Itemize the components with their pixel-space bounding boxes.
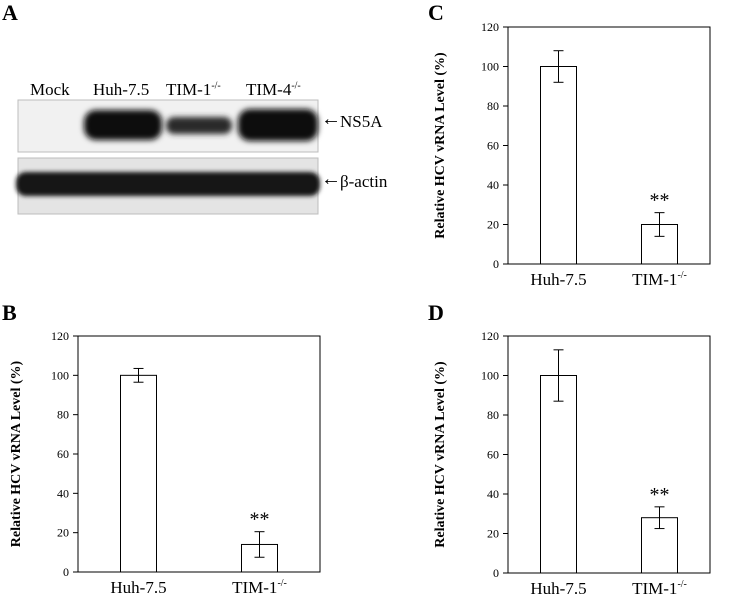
panel-letter-a: A: [2, 0, 18, 25]
y-tick-label: 120: [481, 329, 499, 343]
significance-label: **: [650, 190, 670, 212]
bar-chart-c: 0 20 40 60 80 100 120 Relative HCV vRNA Level (…: [433, 20, 711, 289]
y-tick-label: 60: [487, 139, 499, 153]
y-tick-label: 80: [57, 408, 69, 422]
significance-label: **: [650, 484, 670, 506]
y-tick-label: 100: [481, 60, 499, 74]
x-tick-label: Huh-7.5: [530, 579, 586, 598]
y-tick-label: 100: [51, 368, 69, 382]
plot-frame: [507, 335, 711, 574]
y-tick-label: 40: [57, 486, 69, 500]
lane-label-huh75: Huh-7.5: [93, 80, 150, 99]
x-tick-label: Huh-7.5: [530, 270, 586, 289]
y-tick-label: 60: [487, 448, 499, 462]
plot-frame: [77, 335, 321, 573]
panel-letter-d: D: [428, 300, 444, 325]
x-tick-label: TIM-1-/-: [632, 579, 687, 598]
lane-label-mock: Mock: [30, 80, 70, 99]
lane-label-tim1: TIM-1-/-: [166, 80, 221, 99]
y-tick-label: 20: [57, 526, 69, 540]
bar: [120, 374, 157, 573]
ns5a-band-tim4: [238, 109, 318, 141]
lane-label-tim4: TIM-4-/-: [246, 80, 301, 99]
bar-chart-d: 0 20 40 60 80 100 120 Relative HCV vRNA Level (…: [433, 329, 711, 598]
y-axis-label: Relative HCV vRNA Level (%): [9, 360, 24, 547]
bar: [540, 66, 577, 265]
y-tick-label: 40: [487, 487, 499, 501]
y-tick-label: 0: [493, 257, 499, 271]
ns5a-band-tim1: [166, 117, 232, 134]
y-tick-label: 80: [487, 408, 499, 422]
y-tick-label: 20: [487, 218, 499, 232]
x-tick-label: TIM-1-/-: [632, 270, 687, 289]
y-tick-label: 100: [481, 369, 499, 383]
y-tick-label: 40: [487, 178, 499, 192]
plot-frame: [507, 26, 711, 265]
bar: [540, 375, 577, 574]
panel-letter-b: B: [2, 300, 17, 325]
western-blot: [16, 99, 320, 215]
y-tick-label: 80: [487, 99, 499, 113]
bar-chart-b: 0 20 40 60 80 100 120 Relative HCV vRNA Level (…: [9, 329, 321, 597]
y-axis-label: Relative HCV vRNA Level (%): [433, 52, 448, 239]
y-axis-label: Relative HCV vRNA Level (%): [433, 361, 448, 548]
x-tick-label: Huh-7.5: [110, 578, 166, 597]
band-label-ns5a: NS5A: [340, 112, 383, 131]
y-tick-label: 120: [481, 20, 499, 34]
arrow-icon: ←: [321, 168, 341, 190]
band-label-actin: β-actin: [340, 172, 388, 191]
ns5a-band-huh75: [84, 110, 162, 140]
significance-label: **: [250, 509, 270, 531]
y-tick-label: 0: [493, 566, 499, 580]
y-tick-label: 120: [51, 329, 69, 343]
y-tick-label: 60: [57, 447, 69, 461]
panel-letter-c: C: [428, 0, 444, 25]
actin-band: [16, 172, 320, 196]
x-tick-label: TIM-1-/-: [232, 578, 287, 597]
y-tick-label: 0: [63, 565, 69, 579]
y-tick-label: 20: [487, 527, 499, 541]
arrow-icon: ←: [321, 108, 341, 130]
